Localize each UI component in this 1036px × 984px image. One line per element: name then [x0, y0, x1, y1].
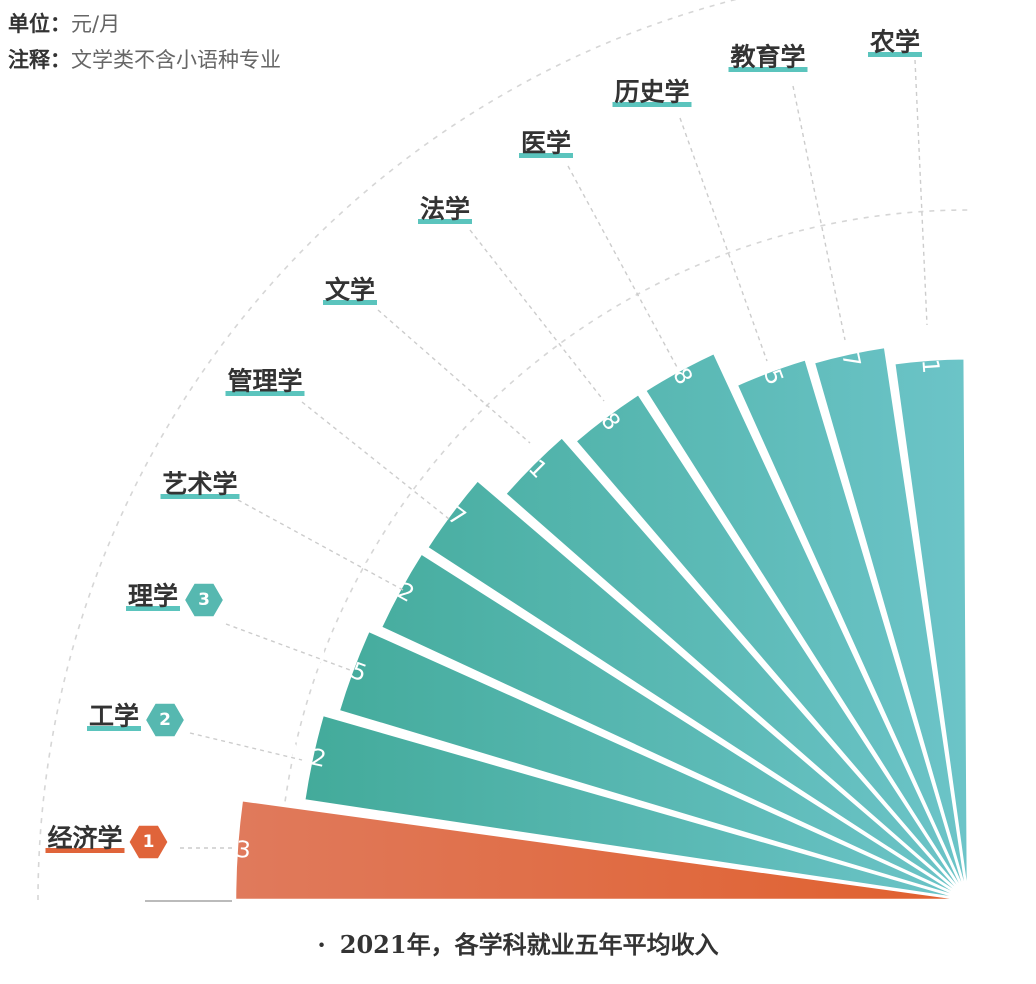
- bar-艺术学: [379, 552, 970, 902]
- rank-badge: [182, 581, 226, 619]
- bar-教育学: [812, 345, 970, 902]
- unit-label: 单位：: [8, 12, 71, 36]
- category-label: 医学: [521, 129, 571, 158]
- bar-工学: [302, 713, 970, 902]
- grid-arc: [277, 209, 969, 901]
- chart-caption: · 2021年，各学科就业五年平均收入: [0, 925, 1036, 960]
- label-underline: [225, 391, 305, 396]
- label-underline: [323, 300, 377, 305]
- category-label: 法学: [420, 195, 470, 224]
- label-underline: [418, 219, 472, 224]
- rank-badge-number: 1: [143, 832, 155, 852]
- note-line: 注释：文学类不含小语种专业: [8, 44, 281, 74]
- rank-badge-number: 3: [198, 590, 210, 610]
- leader-line: [377, 309, 531, 444]
- bar-文学: [503, 435, 970, 902]
- label-underline: [868, 52, 922, 57]
- category-label: 农学: [869, 28, 920, 57]
- caption-bullet: ·: [317, 930, 326, 959]
- category-label: 教育学: [730, 43, 805, 72]
- grid-arc: [37, 0, 738, 901]
- category-labels: 经济学 1 工学 2 理学 3 艺术学 管理学 文学 法学 医学 历史学 教育学 农学: [45, 28, 928, 861]
- value-label: 7911: [913, 314, 943, 374]
- grid-arcs: [37, 0, 969, 902]
- rank-badge: [127, 823, 170, 861]
- caption-text: 2021年，各学科就业五年平均收入: [339, 930, 719, 959]
- rank-badge: [143, 701, 187, 739]
- category-label: 文学: [325, 276, 375, 305]
- bar-医学: [643, 351, 970, 902]
- unit-value: 元/月: [71, 12, 121, 36]
- note-label: 注释：: [8, 48, 71, 72]
- unit-line: 单位：元/月: [8, 8, 120, 38]
- leader-line: [189, 732, 303, 761]
- bar-历史学: [735, 357, 970, 902]
- bar-农学: [892, 356, 970, 902]
- leader-line: [301, 401, 450, 520]
- label-underline: [126, 606, 180, 611]
- bar-法学: [574, 392, 970, 902]
- leader-line: [679, 117, 768, 362]
- label-underline: [519, 153, 573, 158]
- leader-line: [792, 85, 846, 341]
- label-underline: [160, 494, 240, 499]
- value-label: 9427: [408, 476, 470, 532]
- category-label: 理学: [128, 582, 178, 611]
- category-label: 经济学: [47, 824, 122, 853]
- category-label: 工学: [89, 702, 139, 731]
- bar-经济学: [233, 798, 970, 902]
- label-underline: [728, 67, 808, 72]
- leader-line: [225, 623, 351, 671]
- category-label: 艺术学: [162, 470, 237, 499]
- leader-line: [914, 59, 928, 326]
- leader-line: [567, 165, 679, 370]
- category-label: 管理学: [227, 367, 302, 396]
- value-label: 9452: [355, 557, 419, 608]
- label-underline: [612, 102, 692, 107]
- bar-管理学: [425, 478, 970, 902]
- bar-理学: [337, 629, 970, 902]
- rank-badge-number: 2: [159, 710, 171, 730]
- category-label: 历史学: [614, 78, 689, 107]
- label-underline: [87, 726, 141, 731]
- note-value: 文学类不含小语种专业: [71, 48, 281, 72]
- leader-line: [469, 229, 605, 402]
- label-underline: [45, 848, 125, 853]
- bars: 1070398029595945294278991881888088245816…: [177, 307, 970, 902]
